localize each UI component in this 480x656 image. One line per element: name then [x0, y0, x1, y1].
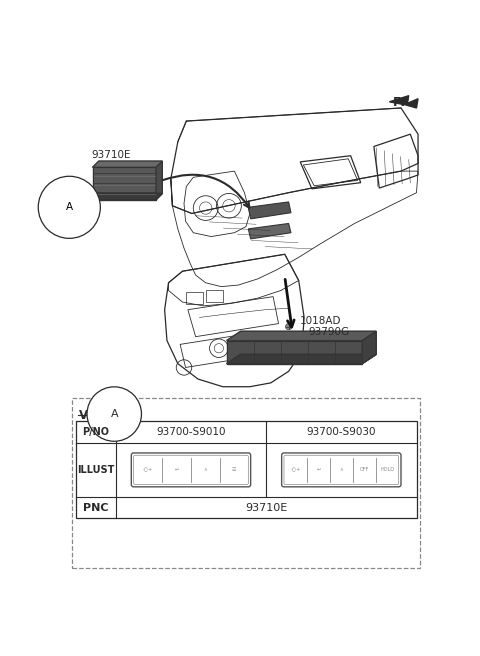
Text: ∧: ∧	[339, 467, 343, 472]
Polygon shape	[93, 194, 162, 199]
Polygon shape	[248, 224, 291, 239]
Bar	[75, 421, 417, 518]
Text: P/NO: P/NO	[82, 427, 109, 437]
Text: PNC: PNC	[83, 502, 108, 512]
Text: ∧: ∧	[204, 467, 207, 472]
Bar	[72, 398, 420, 567]
Text: A: A	[110, 409, 118, 419]
Polygon shape	[227, 340, 362, 363]
Text: FR.: FR.	[393, 96, 416, 109]
Text: VIEW: VIEW	[79, 409, 114, 422]
Text: HOLD: HOLD	[380, 467, 394, 472]
Text: 1018AD: 1018AD	[300, 316, 342, 326]
Text: ILLUST: ILLUST	[77, 465, 114, 475]
Text: 93700-S9010: 93700-S9010	[156, 427, 226, 437]
Text: ☰: ☰	[232, 467, 236, 472]
Text: 93710E: 93710E	[245, 502, 287, 512]
Polygon shape	[227, 331, 376, 340]
Text: 93790G: 93790G	[308, 327, 349, 337]
Polygon shape	[362, 331, 376, 363]
Text: -○+: -○+	[290, 467, 300, 472]
Text: ↩: ↩	[316, 467, 321, 472]
Text: 93700-S9030: 93700-S9030	[307, 427, 376, 437]
Text: ↩: ↩	[175, 467, 179, 472]
Text: 93710E: 93710E	[91, 150, 131, 159]
Text: A: A	[66, 202, 73, 213]
Text: -○+: -○+	[143, 467, 153, 472]
Circle shape	[286, 323, 292, 330]
Polygon shape	[248, 202, 291, 219]
Polygon shape	[227, 354, 376, 363]
Text: OFF: OFF	[360, 467, 369, 472]
Polygon shape	[389, 96, 418, 108]
Polygon shape	[156, 161, 162, 199]
Polygon shape	[93, 167, 156, 199]
Polygon shape	[93, 161, 162, 167]
